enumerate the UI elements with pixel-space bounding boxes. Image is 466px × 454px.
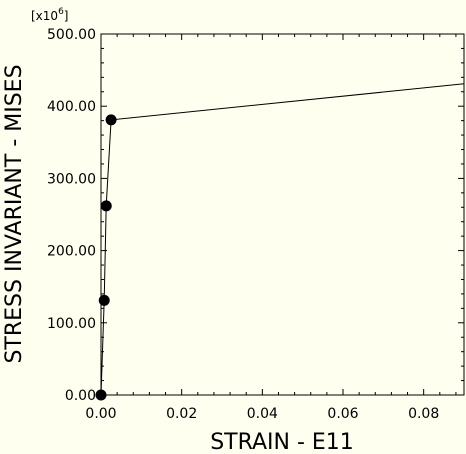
tick-labels: 0.00 100.00 200.00 300.00 400.00 500.00 0.00 0.…: [47, 27, 439, 422]
y-tick-label: 500.00: [47, 27, 96, 43]
x-tick-label: 0.00: [85, 406, 116, 422]
y-axis-title: STRESS INVARIANT - MISES: [2, 64, 27, 363]
y-multiplier: [x106]: [31, 7, 68, 23]
data-point: [98, 294, 110, 306]
y-tick-label: 200.00: [47, 244, 96, 260]
x-axis-title: STRAIN - E11: [210, 430, 354, 454]
data-point: [100, 200, 112, 212]
x-tick-label: 0.04: [247, 406, 278, 422]
y-multiplier-exponent: 6: [58, 7, 64, 17]
axis-ticks: [100, 33, 464, 396]
data-point: [95, 389, 107, 401]
data-series: [95, 83, 465, 401]
y-tick-label: 400.00: [47, 99, 96, 115]
plot-frame: [100, 33, 465, 396]
y-tick-label: 300.00: [47, 171, 96, 187]
x-tick-label: 0.02: [166, 406, 197, 422]
x-tick-label: 0.06: [327, 406, 358, 422]
y-tick-label: 100.00: [47, 316, 96, 332]
data-point: [105, 114, 117, 126]
y-tick-label: 0.00: [65, 388, 96, 404]
x-tick-label: 0.08: [408, 406, 439, 422]
